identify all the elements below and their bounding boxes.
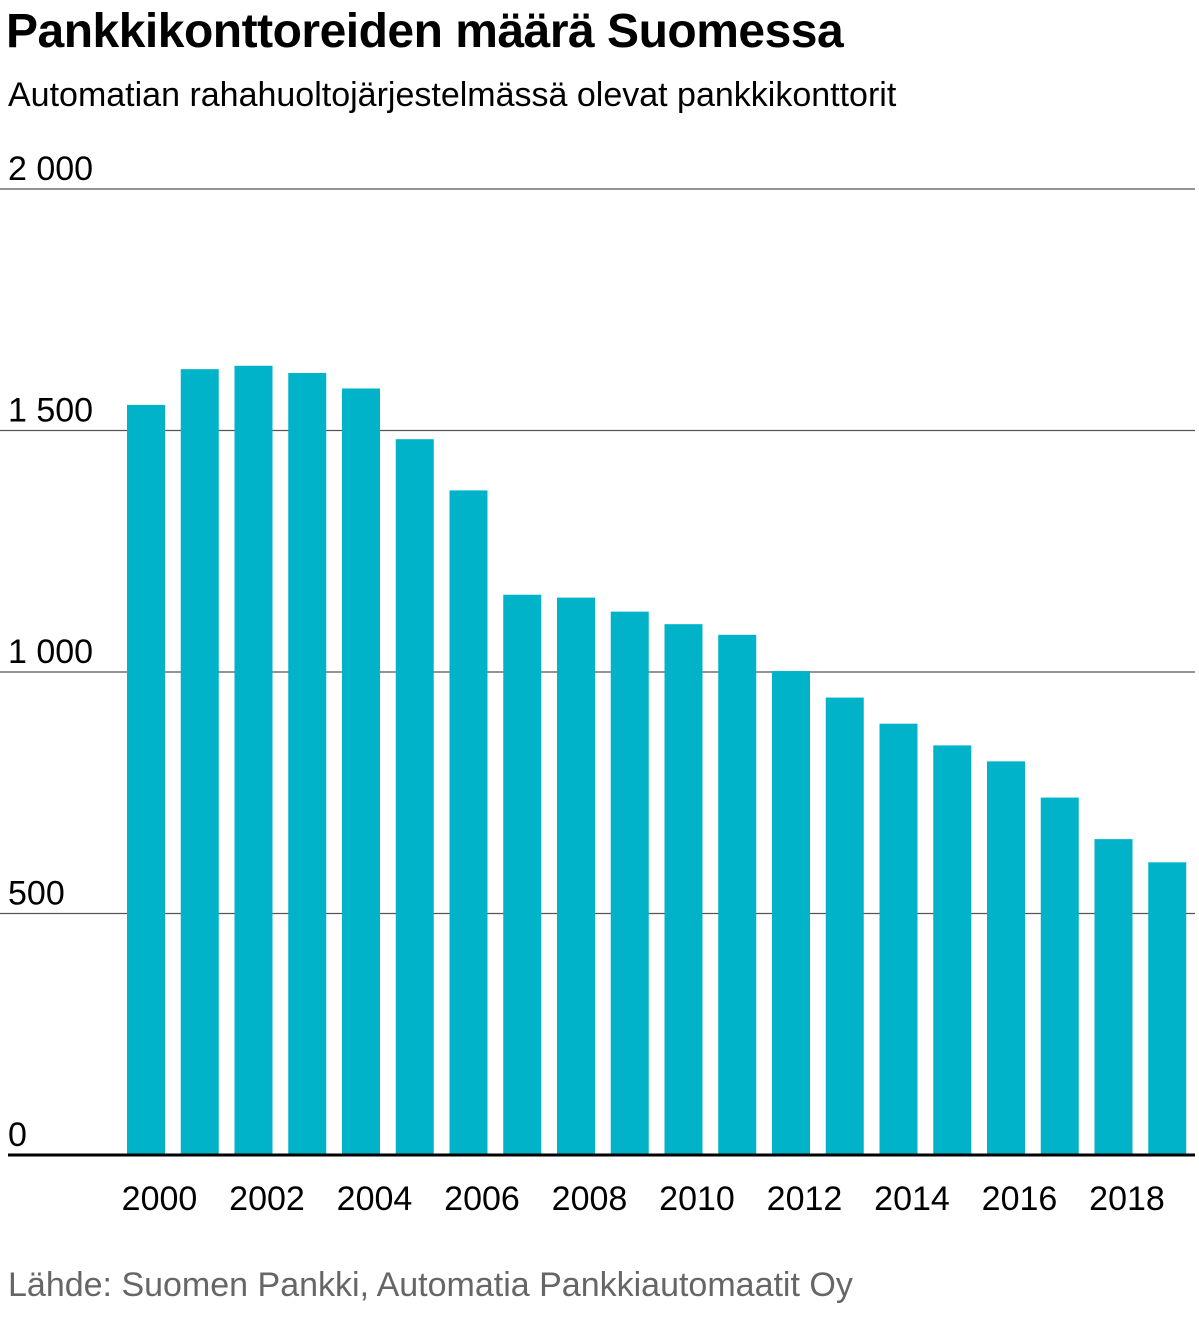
bar-2006 (449, 490, 488, 1156)
bar-2014 (879, 723, 918, 1155)
bar-2003 (288, 373, 327, 1155)
y-tick-label-500: 500 (8, 875, 65, 913)
x-tick-label-2010: 2010 (659, 1180, 735, 1218)
bar-2016 (987, 761, 1025, 1155)
bar-2007 (503, 594, 542, 1155)
bar-2004 (342, 388, 380, 1155)
x-axis-tick-labels: 2000 2002 2004 2006 2008 2010 2012 2014 2016 2018 (122, 1180, 1165, 1218)
y-tick-label-1000: 1 000 (8, 633, 93, 671)
bar-2008 (557, 597, 595, 1155)
x-tick-label-2016: 2016 (982, 1180, 1058, 1218)
x-tick-label-2018: 2018 (1089, 1180, 1165, 1218)
x-tick-label-2000: 2000 (122, 1180, 198, 1218)
y-tick-label-0: 0 (8, 1116, 27, 1154)
x-tick-label-2006: 2006 (444, 1180, 520, 1218)
x-tick-label-2002: 2002 (229, 1180, 305, 1218)
bar-2002 (234, 365, 273, 1155)
bar-2012 (772, 671, 810, 1155)
bar-2000 (127, 404, 165, 1155)
bar-2010 (664, 624, 703, 1155)
bar-2015 (933, 745, 972, 1155)
chart-title: Pankkikonttoreiden määrä Suomessa (6, 5, 844, 58)
bar-2019 (1148, 862, 1187, 1155)
bar-2001 (180, 369, 219, 1155)
bar-2011 (718, 634, 757, 1155)
bar-2017 (1040, 797, 1079, 1155)
bars (127, 365, 1187, 1156)
x-tick-label-2004: 2004 (337, 1180, 413, 1218)
bar-2005 (395, 439, 434, 1156)
y-tick-label-1500: 1 500 (8, 392, 93, 430)
y-axis-tick-labels: 0 500 1 000 1 500 2 000 (8, 150, 93, 1154)
bar-2013 (825, 697, 864, 1155)
bar-2018 (1094, 839, 1133, 1155)
source-note: Lähde: Suomen Pankki, Automatia Pankkiau… (8, 1266, 853, 1304)
x-tick-label-2012: 2012 (767, 1180, 843, 1218)
bar-2009 (610, 611, 649, 1155)
chart-subtitle: Automatian rahahuoltojärjestelmässä olev… (8, 76, 897, 114)
x-tick-label-2014: 2014 (874, 1180, 950, 1218)
y-tick-label-2000: 2 000 (8, 150, 93, 188)
x-tick-label-2008: 2008 (552, 1180, 628, 1218)
